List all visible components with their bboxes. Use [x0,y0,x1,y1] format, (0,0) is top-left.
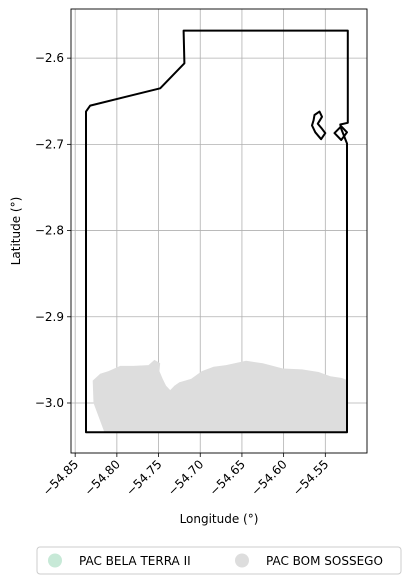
y-tick-label: −3.0 [35,396,64,410]
legend-swatch-bom-sossego [235,553,249,568]
area-layer [92,359,347,433]
x-tick-label: −54.85 [40,457,81,498]
outline-layer [85,29,349,434]
x-axis-ticks: −54.85 −54.80 −54.75 −54.70 −54.65 −54.60 −54.… [40,453,331,499]
area-bom-sossego [92,359,347,433]
x-axis-title: Longitude (°) [180,512,259,526]
x-tick-label: −54.55 [290,457,331,498]
x-tick-label: −54.75 [123,457,164,498]
x-tick-label: −54.80 [82,457,123,498]
x-tick-label: −54.60 [248,457,289,498]
y-axis-title: Latitude (°) [9,197,23,266]
y-tick-label: −2.6 [35,51,64,65]
y-tick-label: −2.8 [35,224,64,238]
plot-frame [70,8,368,454]
legend-label-bom-sossego: PAC BOM SOSSEGO [266,554,383,568]
outline-boundary-1 [85,29,349,434]
x-tick-label: −54.65 [207,457,248,498]
legend-frame [36,546,402,575]
y-axis-ticks: −2.6 −2.7 −2.8 −2.9 −3.0 [35,51,71,410]
y-tick-label: −2.9 [35,310,64,324]
legend-label-bela-terra: PAC BELA TERRA II [79,554,191,568]
y-tick-label: −2.7 [35,137,64,151]
outline-boundary-loop-2 [333,125,348,141]
legend: PAC BELA TERRA II PAC BOM SOSSEGO [36,546,402,575]
legend-swatch-bela-terra [48,553,62,568]
outline-parcel-3 [311,110,327,141]
x-tick-label: −54.70 [165,457,206,498]
